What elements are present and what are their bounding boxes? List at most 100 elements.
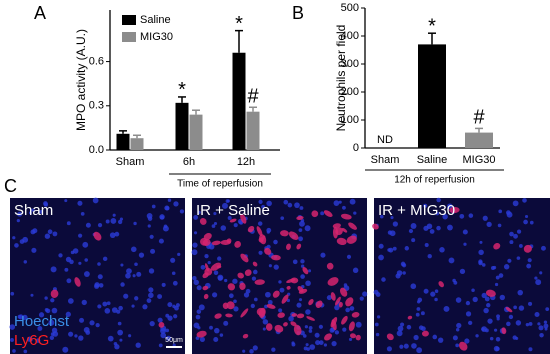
nucleus (478, 260, 483, 266)
nucleus (266, 200, 272, 207)
nucleus (359, 296, 364, 301)
annotation: ND (377, 134, 393, 146)
nucleus (111, 307, 118, 313)
nucleus (333, 200, 340, 206)
nucleus (66, 278, 72, 284)
nucleus (104, 308, 111, 314)
nucleus (65, 311, 71, 317)
nucleus (436, 225, 441, 231)
neutrophil (256, 226, 263, 237)
nucleus (506, 321, 511, 327)
nucleus (375, 292, 381, 297)
nucleus (396, 330, 403, 337)
nucleus (211, 224, 216, 228)
neutrophil (283, 322, 288, 327)
nucleus (22, 236, 29, 243)
micrograph: IR + Saline (191, 198, 368, 354)
nucleus (164, 205, 170, 211)
nucleus (114, 231, 120, 237)
nucleus (349, 306, 355, 311)
nucleus (136, 271, 142, 277)
nucleus (495, 275, 500, 280)
nucleus (516, 256, 521, 260)
nucleus (17, 314, 22, 319)
nucleus (266, 230, 270, 234)
legend-swatch (122, 15, 136, 25)
neutrophil (458, 341, 468, 351)
nucleus (413, 334, 419, 341)
neutrophil (280, 230, 289, 237)
nucleus (294, 202, 300, 209)
nucleus (411, 238, 416, 243)
neutrophil (259, 234, 267, 245)
nucleus (537, 322, 541, 326)
nucleus (529, 220, 534, 225)
neutrophil (386, 333, 394, 341)
nucleus (304, 225, 311, 232)
nucleus (267, 299, 273, 305)
neutrophil (199, 217, 207, 225)
neutrophil (348, 222, 357, 230)
nucleus (426, 223, 433, 230)
neutrophil (239, 282, 246, 290)
neutrophil (315, 300, 323, 309)
nucleus (346, 254, 352, 259)
nucleus (298, 298, 303, 302)
nucleus (416, 307, 421, 311)
nucleus (299, 220, 305, 227)
nucleus (486, 303, 491, 308)
nucleus (44, 296, 48, 300)
nucleus (84, 258, 88, 262)
nucleus (135, 342, 141, 348)
nucleus (465, 311, 472, 317)
neutrophil (311, 210, 319, 218)
y-axis-label: Neutrophils per field (334, 25, 348, 132)
nucleus (112, 213, 116, 217)
neutrophil (225, 313, 233, 318)
nucleus (494, 282, 499, 287)
nucleus (481, 327, 485, 332)
nucleus (400, 322, 405, 327)
nucleus (123, 293, 129, 299)
nucleus (299, 206, 304, 210)
nucleus (35, 338, 41, 343)
nucleus (498, 273, 504, 278)
nucleus (468, 320, 473, 326)
nucleus (106, 301, 111, 306)
y-tick-label: 200 (341, 86, 359, 98)
nucleus (78, 335, 84, 341)
nucleus (157, 294, 163, 299)
neutrophil (297, 285, 304, 293)
nucleus (386, 346, 392, 352)
nucleus (200, 264, 206, 270)
nucleus (74, 334, 78, 338)
nucleus (436, 197, 441, 203)
nucleus (31, 208, 35, 212)
nucleus (118, 305, 123, 311)
neutrophil (338, 301, 343, 308)
nucleus (69, 259, 74, 265)
nucleus (435, 211, 440, 216)
neutrophil (327, 277, 339, 286)
nucleus (379, 214, 384, 219)
nucleus (528, 347, 533, 352)
nucleus (522, 198, 527, 203)
nucleus (47, 229, 53, 235)
nucleus (179, 209, 185, 214)
nucleus (278, 308, 283, 313)
nucleus (499, 294, 506, 301)
neutrophil (296, 313, 305, 319)
nucleus (30, 229, 36, 235)
nucleus (278, 280, 282, 284)
annotation: * (235, 13, 243, 35)
nucleus (160, 215, 164, 220)
nucleus (98, 283, 104, 288)
neutrophil (277, 312, 285, 318)
nucleus (171, 271, 176, 276)
nucleus (261, 204, 266, 209)
nucleus (148, 268, 155, 274)
nucleus (146, 298, 152, 303)
nucleus (406, 324, 412, 330)
nucleus (424, 243, 429, 248)
nucleus (429, 229, 435, 234)
